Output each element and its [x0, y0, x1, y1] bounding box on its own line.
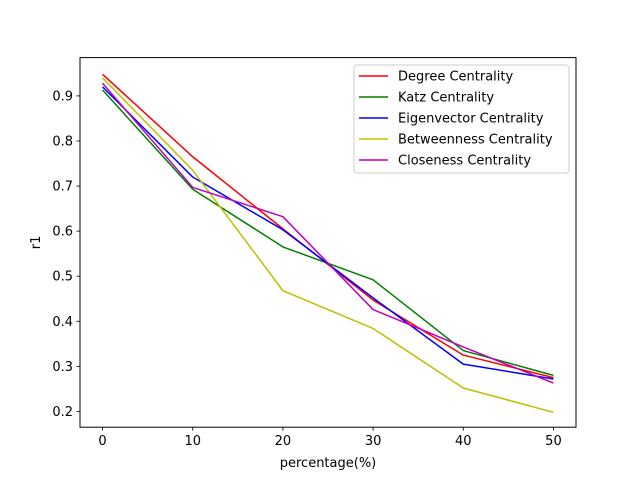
y-tick-label: 0.4: [52, 315, 73, 330]
x-tick-label: 10: [184, 434, 201, 449]
legend-entry-label: Betweenness Centrality: [398, 133, 553, 148]
legend-entry-label: Degree Centrality: [398, 70, 513, 85]
axes-frame: [79, 57, 577, 428]
x-tick-label: 40: [455, 434, 472, 449]
y-tick-label: 0.7: [52, 180, 73, 195]
y-axis-label: r1: [29, 236, 44, 250]
y-tick-label: 0.9: [52, 89, 73, 104]
x-tick-label: 30: [365, 434, 382, 449]
legend-entry-label: Katz Centrality: [398, 91, 494, 106]
legend: Degree Centrality Katz Centrality Eigenvec…: [353, 64, 570, 174]
y-tick-label: 0.5: [52, 270, 73, 285]
legend-entry-label: Eigenvector Centrality: [398, 112, 544, 127]
series-line-4: [101, 82, 554, 384]
y-tick-label: 0.8: [52, 134, 73, 149]
x-tick-label: 50: [545, 434, 562, 449]
legend-box: [353, 64, 570, 174]
y-tick-label: 0.3: [52, 360, 73, 375]
x-tick-label: 0: [98, 434, 106, 449]
y-axis: 0.2 0.3 0.4 0.5 0.6 0.7 0.8 0.9: [52, 89, 80, 420]
legend-entry-label: Closeness Centrality: [398, 154, 531, 169]
x-tick-label: 20: [275, 434, 292, 449]
x-axis-label: percentage(%): [280, 456, 377, 471]
x-axis: 0 10 20 30 40 50: [98, 427, 562, 449]
series-line-3: [102, 77, 554, 414]
y-tick-label: 0.2: [52, 405, 73, 420]
y-tick-label: 0.6: [52, 225, 73, 240]
plot-area: [101, 73, 554, 414]
